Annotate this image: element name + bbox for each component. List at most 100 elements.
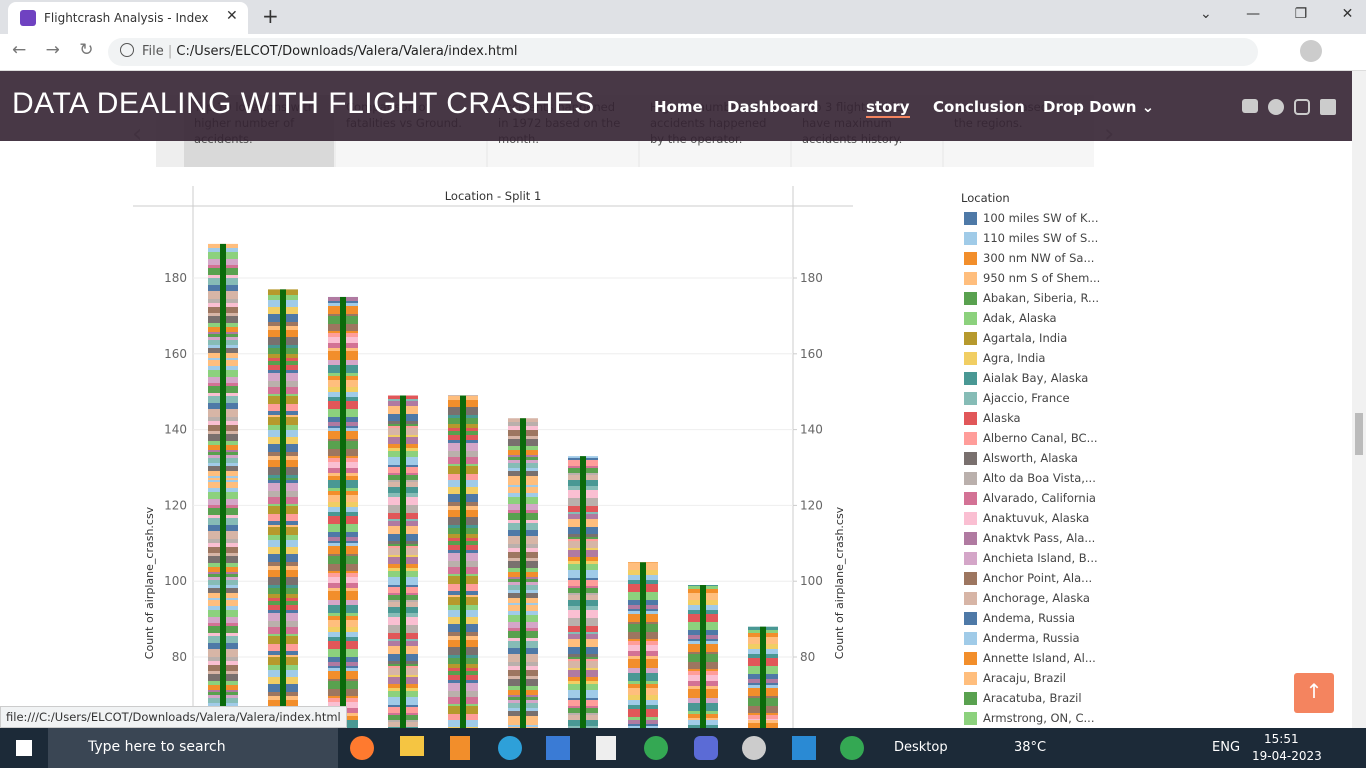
legend-swatch [964, 532, 977, 545]
legend-label: Alvarado, California [983, 491, 1096, 505]
taskbar: Type here to search Desktop 38°C ENG 15:… [0, 728, 1366, 768]
app-icon[interactable] [498, 736, 522, 760]
language[interactable]: ENG [1212, 740, 1241, 755]
legend-swatch [964, 272, 977, 285]
brand[interactable]: DATA DEALING WITH FLIGHT CRASHES [12, 87, 595, 120]
desktop-label[interactable]: Desktop [894, 740, 948, 755]
bar-line [700, 585, 706, 728]
legend-label: 100 miles SW of K... [983, 211, 1099, 225]
app-icon[interactable] [840, 736, 864, 760]
bar-line [460, 395, 466, 728]
legend-swatch [964, 632, 977, 645]
legend-swatch [964, 672, 977, 685]
legend-label: Aracaju, Brazil [983, 671, 1066, 685]
scroll-thumb[interactable] [1355, 413, 1363, 455]
tab-strip: Flightcrash Analysis - Index ✕ + ⌄ — ❐ ✕ [0, 0, 1366, 34]
y2-tick-label: 180 [800, 271, 823, 285]
navbar: DATA DEALING WITH FLIGHT CRASHES Home Das… [0, 71, 1352, 141]
app-icon[interactable] [400, 736, 424, 756]
app-icon[interactable] [596, 736, 616, 760]
nav-link[interactable]: Drop Down ⌄ [1043, 98, 1155, 116]
legend-label: Alsworth, Alaska [983, 451, 1078, 465]
app-icon[interactable] [350, 736, 374, 760]
column-header: Location - Split 1 [445, 189, 542, 203]
y2-tick-label: 160 [800, 347, 823, 361]
twitter-icon[interactable] [1242, 99, 1258, 113]
legend-label: Anchor Point, Ala... [983, 571, 1092, 585]
legend-label: Aracatuba, Brazil [983, 691, 1082, 705]
bar-line [580, 456, 586, 728]
legend-label: Agartala, India [983, 331, 1067, 345]
back-to-top[interactable]: ↑ [1294, 673, 1334, 713]
bar-line [280, 289, 286, 728]
legend-swatch [964, 232, 977, 245]
app-icon[interactable] [546, 736, 570, 760]
bar-line [400, 395, 406, 728]
y-tick-label: 80 [172, 650, 187, 664]
search-box[interactable]: Type here to search [48, 728, 338, 768]
scrollbar[interactable] [1352, 71, 1366, 728]
window-controls[interactable]: ⌄ — ❐ ✕ [1200, 6, 1354, 22]
legend-swatch [964, 492, 977, 505]
app-icon[interactable] [644, 736, 668, 760]
start-button[interactable] [16, 740, 32, 756]
legend-swatch [964, 592, 977, 605]
facebook-icon[interactable] [1268, 99, 1284, 115]
profile[interactable] [1300, 40, 1322, 62]
legend-swatch [964, 472, 977, 485]
chart: Location - Split 1 Count of airplane_cra… [133, 186, 1100, 728]
legend-label: Adak, Alaska [983, 311, 1057, 325]
bar-line [640, 562, 646, 728]
instagram-icon[interactable] [1294, 99, 1310, 115]
viewport: Location - Split 1 Count of airplane_cra… [0, 71, 1352, 728]
legend-swatch [964, 612, 977, 625]
legend-title: Location [961, 191, 1010, 205]
legend-swatch [964, 712, 977, 725]
legend-swatch [964, 432, 977, 445]
legend-label: Andema, Russia [983, 611, 1075, 625]
nav-link[interactable]: Dashboard [727, 98, 819, 116]
y2-tick-label: 120 [800, 498, 823, 512]
legend-swatch [964, 452, 977, 465]
app-icon[interactable] [694, 736, 718, 760]
legend-label: Alto da Boa Vista,... [983, 471, 1096, 485]
y2-tick-label: 80 [800, 650, 815, 664]
nav-link[interactable]: story [866, 98, 910, 118]
y-tick-label: 120 [164, 498, 187, 512]
legend-label: Anchieta Island, B... [983, 551, 1098, 565]
nav-link[interactable]: Conclusion [933, 98, 1025, 116]
linkedin-icon[interactable] [1320, 99, 1336, 115]
y-tick-label: 180 [164, 271, 187, 285]
new-tab[interactable]: + [262, 4, 279, 28]
info-icon[interactable] [120, 43, 134, 57]
legend-label: Annette Island, Al... [983, 651, 1096, 665]
legend-swatch [964, 572, 977, 585]
legend-swatch [964, 692, 977, 705]
legend-swatch [964, 512, 977, 525]
weather[interactable]: 38°C [1014, 740, 1047, 755]
clock-date[interactable]: 19-04-2023 [1252, 749, 1322, 763]
bar-line [340, 296, 346, 728]
legend-label: Agra, India [983, 351, 1045, 365]
legend-swatch [964, 392, 977, 405]
nav-link[interactable]: Home [654, 98, 703, 116]
nav-buttons[interactable]: ← → ↻ [12, 40, 94, 60]
social-icons [1242, 99, 1342, 115]
app-icon[interactable] [450, 736, 470, 760]
legend-label: Ajaccio, France [983, 391, 1070, 405]
clock-time[interactable]: 15:51 [1264, 732, 1299, 746]
app-icon[interactable] [792, 736, 816, 760]
tab-title: Flightcrash Analysis - Index [44, 11, 209, 25]
y2-axis-title: Count of airplane_crash.csv [833, 506, 846, 659]
tab-close[interactable]: ✕ [226, 8, 238, 24]
legend-label: Anchorage, Alaska [983, 591, 1090, 605]
legend-label: Anderma, Russia [983, 631, 1080, 645]
legend-swatch [964, 352, 977, 365]
legend-label: 300 nm NW of Sa... [983, 251, 1094, 265]
y2-tick-label: 140 [800, 423, 823, 437]
omnibox[interactable]: File | C:/Users/ELCOT/Downloads/Valera/V… [108, 38, 1258, 66]
y-tick-label: 140 [164, 423, 187, 437]
app-icon[interactable] [742, 736, 766, 760]
tab[interactable]: Flightcrash Analysis - Index ✕ [8, 2, 248, 34]
